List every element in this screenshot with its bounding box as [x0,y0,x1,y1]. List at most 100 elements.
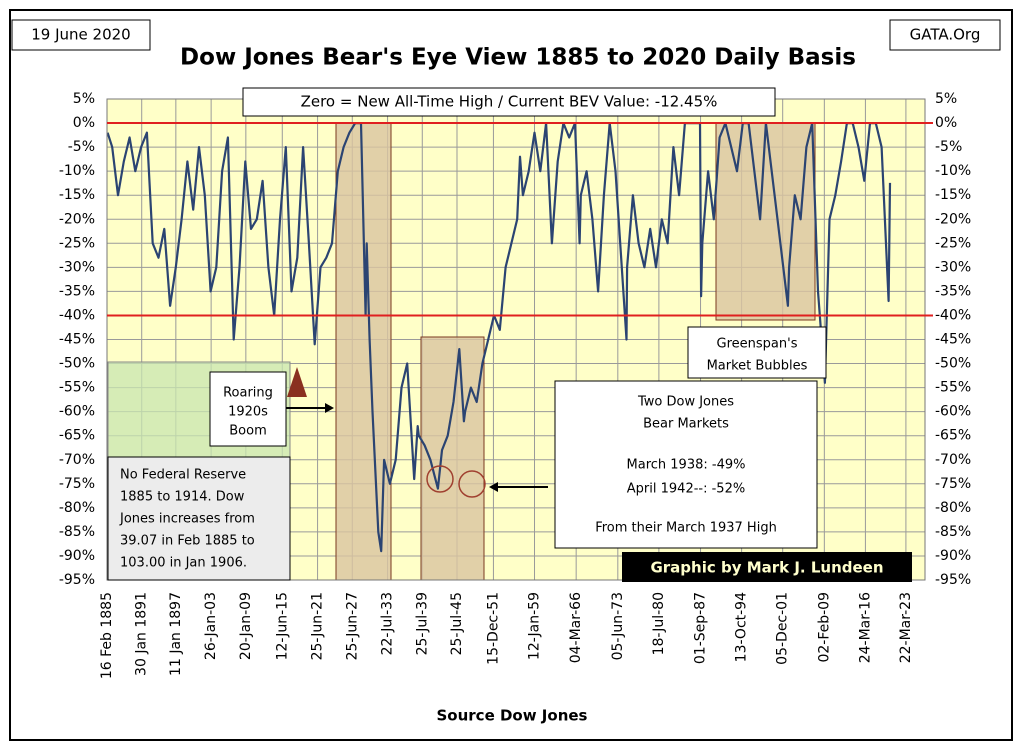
subtitle-box [242,87,776,117]
y2-tick-label: 0% [935,115,957,131]
y-tick-label: -45% [59,332,95,348]
annotation-text: 1885 to 1914. Dow [120,490,245,505]
y-tick-label: -50% [59,356,95,372]
x-tick-label: 20-Jan-09 [238,592,254,660]
y2-tick-label: -40% [935,307,971,323]
annotation-text: April 1942--: -52% [627,482,745,497]
y2-tick-label: -75% [935,476,971,492]
y-tick-label: -15% [59,187,95,203]
x-tick-label: 22-Mar-23 [898,592,914,663]
annotation-box [209,371,287,447]
x-tick-label: 25-Jun-27 [344,592,360,660]
annotation-text: 39.07 in Feb 1885 to [120,534,255,549]
annotation-text: Boom [229,424,267,439]
x-tick-label: 18-Jul-80 [651,592,667,655]
y-tick-label: -85% [59,524,95,540]
y-tick-label: -25% [59,235,95,251]
x-tick-label: 16 Feb 1885 [99,592,115,679]
annotation-text: Jones increases from [119,512,255,527]
y-tick-label: -60% [59,404,95,420]
y-tick-label: -10% [59,163,95,179]
y-tick-label: -5% [68,139,95,155]
x-tick-label: 01-Sep-87 [693,592,709,664]
x-tick-label: 11 Jan 1897 [168,592,184,676]
y-tick-label: 5% [73,91,95,107]
y-tick-label: -30% [59,259,95,275]
bear-period [420,336,485,581]
x-tick-label: 22-Jul-33 [380,592,396,655]
annotation-text: Roaring [223,386,273,401]
y2-tick-label: -20% [935,211,971,227]
greenspan-period [715,122,816,321]
annotation-text: From their March 1937 High [595,521,777,536]
series-layer [106,122,892,553]
y-tick-label: -75% [59,476,95,492]
y2-tick-label: -60% [935,404,971,420]
x-tick-label: 30 Jan 1891 [134,592,150,676]
x-tick-label: 05-Dec-01 [775,592,791,665]
credit: Graphic by Mark J. Lundeen [650,559,883,577]
x-tick-label: 25-Jul-39 [414,592,430,655]
site-box [889,19,1001,51]
y-tick-label: -80% [59,500,95,516]
y2-tick-label: -5% [935,139,962,155]
y-tick-label: 0% [73,115,95,131]
x-tick-label: 15-Dec-51 [485,592,501,665]
credit-box [622,552,912,582]
y2-tick-label: -95% [935,572,971,588]
y-tick-label: -90% [59,548,95,564]
y2-tick-label: -25% [935,235,971,251]
annotation-text: March 1938: -49% [627,458,746,473]
annotation-text: Bear Markets [643,417,729,432]
y2-tick-label: -80% [935,500,971,516]
annotation-text: No Federal Reserve [120,468,246,483]
low-marker [458,470,486,498]
annotation-box [554,380,818,549]
y2-tick-label: -30% [935,259,971,275]
x-tick-label: 04-Mar-66 [568,592,584,663]
x-tick-label: 25-Jun-21 [310,592,326,660]
annotation-text: Market Bubbles [707,359,808,374]
x-tick-label: 26-Jan-03 [203,592,219,660]
y2-tick-label: 5% [935,91,957,107]
series-line [106,122,892,553]
y-tick-label: -20% [59,211,95,227]
y-tick-label: -65% [59,428,95,444]
annotation-text: 1920s [228,405,268,420]
x-tick-label: 05-Jun-73 [610,592,626,660]
x-tick-label: 13-Oct-94 [734,592,750,662]
x-axis-label: Source Dow Jones [437,707,588,725]
annotation-text: Greenspan's [717,337,798,352]
triangle [287,367,307,397]
y2-tick-label: -15% [935,187,971,203]
low-marker [426,465,454,493]
date: 19 June 2020 [31,26,130,44]
arrowhead [325,403,334,413]
y-tick-label: -95% [59,572,95,588]
y2-tick-label: -55% [935,380,971,396]
x-tick-label: 02-Feb-09 [816,592,832,663]
y2-tick-label: -45% [935,332,971,348]
arrowhead [489,482,498,492]
y-tick-label: -35% [59,283,95,299]
y2-tick-label: -85% [935,524,971,540]
y2-tick-label: -90% [935,548,971,564]
x-tick-label: 12-Jan-59 [527,592,543,660]
y2-tick-label: -65% [935,428,971,444]
x-tick-label: 24-Mar-16 [857,592,873,663]
y-tick-label: -55% [59,380,95,396]
site: GATA.Org [910,26,981,44]
y2-tick-label: -10% [935,163,971,179]
annotation-box [107,456,291,581]
x-tick-label: 25-Jul-45 [449,592,465,655]
date-box [11,19,151,51]
chart-title: Dow Jones Bear's Eye View 1885 to 2020 D… [180,45,856,71]
y2-tick-label: -35% [935,283,971,299]
subtitle: Zero = New All-Time High / Current BEV V… [301,93,718,111]
y-tick-label: -40% [59,307,95,323]
annotation-text: Two Dow Jones [637,395,734,410]
x-tick-label: 12-Jun-15 [274,592,290,660]
y2-tick-label: -50% [935,356,971,372]
